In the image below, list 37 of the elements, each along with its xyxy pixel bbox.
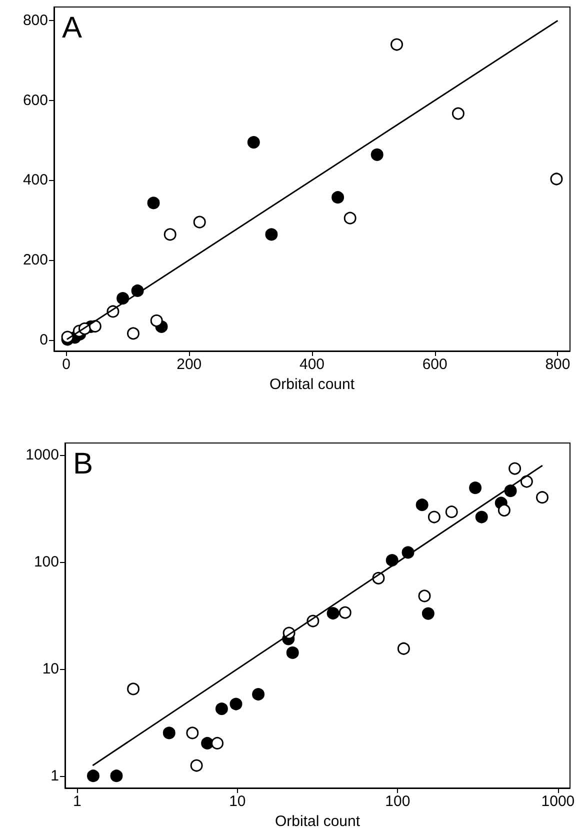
annotation: B: [73, 448, 94, 480]
y-tick-label: 400: [22, 172, 48, 189]
point: [452, 107, 464, 120]
point: [265, 228, 278, 241]
point: [164, 228, 176, 241]
x-tick-label: 0: [62, 356, 70, 373]
x-tick-label: 600: [422, 356, 448, 373]
point: [193, 216, 206, 228]
point: [344, 212, 356, 224]
x-axis-title: Orbital count: [269, 376, 356, 393]
point: [150, 314, 163, 327]
y-tick-label: 1000: [26, 446, 59, 464]
point: [370, 148, 384, 161]
point: [116, 292, 130, 305]
point: [127, 327, 140, 340]
x-tick-label: 200: [176, 356, 202, 373]
point: [550, 172, 563, 186]
x-tick-label: 1: [72, 793, 82, 810]
y-tick-label: 600: [22, 92, 48, 109]
x-tick-label: 800: [545, 356, 570, 373]
point: [147, 196, 160, 210]
point: [247, 136, 260, 149]
y-tick-label: 10: [42, 660, 59, 678]
x-tick-label: 10: [229, 793, 246, 810]
y-tick-label: 100: [34, 554, 59, 571]
y-tick-label: 0: [40, 331, 48, 348]
y-tick-label: 1: [50, 767, 59, 784]
y-tick-label: 200: [22, 252, 48, 269]
y-tick-label: 800: [22, 12, 48, 30]
point: [332, 191, 344, 204]
x-tick-label: 400: [299, 356, 325, 373]
point: [390, 38, 404, 51]
x-tick-label: 1000: [541, 793, 575, 810]
annotation: A: [62, 12, 82, 44]
x-tick-label: 100: [385, 793, 410, 810]
point: [88, 320, 102, 333]
x-axis-title: Orbital count: [274, 812, 361, 830]
